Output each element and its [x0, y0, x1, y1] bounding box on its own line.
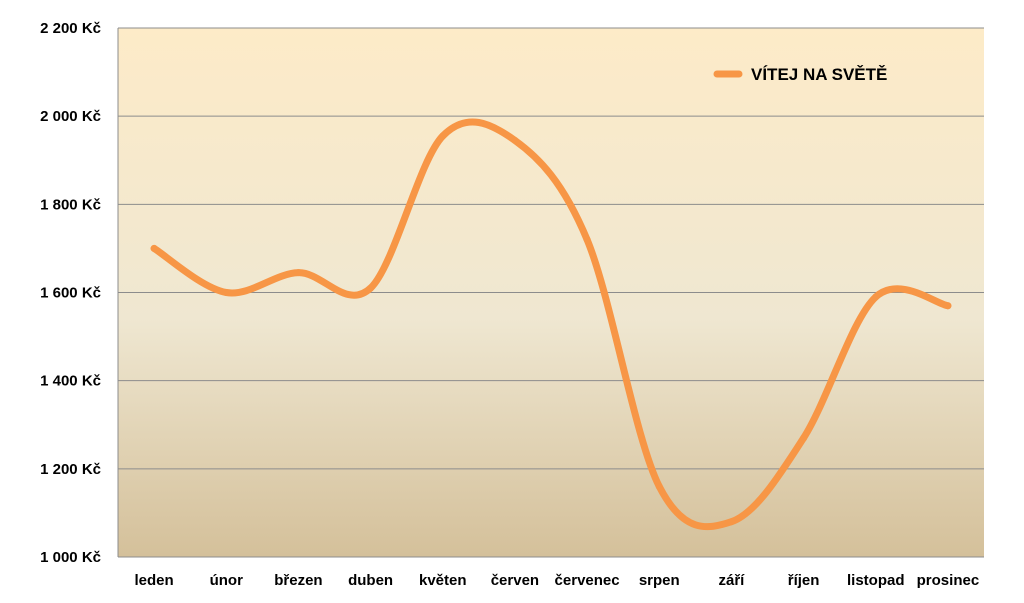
data-point	[294, 269, 302, 277]
x-axis-ticks: leden únor březen duben květen červen červenec…	[134, 572, 979, 589]
x-tick-label: říjen	[788, 572, 820, 589]
data-point	[367, 284, 375, 292]
y-tick-label: 1 800 Kč	[40, 196, 101, 213]
data-point	[150, 244, 158, 252]
data-point	[222, 289, 230, 296]
y-tick-label: 1 200 Kč	[40, 461, 101, 478]
data-point	[439, 132, 447, 140]
x-tick-label: červenec	[555, 572, 620, 589]
x-tick-label: leden	[134, 572, 173, 589]
legend: VÍTEJ NA SVĚTĚ	[713, 65, 887, 84]
legend-label: VÍTEJ NA SVĚTĚ	[751, 65, 887, 84]
x-tick-label: srpen	[639, 572, 680, 589]
gridlines	[117, 27, 984, 558]
data-point	[944, 302, 952, 310]
x-tick-label: březen	[274, 572, 322, 589]
y-tick-label: 2 200 Kč	[40, 20, 101, 37]
series-layer	[150, 118, 952, 531]
x-tick-label: červen	[491, 572, 539, 589]
data-point	[583, 236, 591, 244]
x-tick-label: únor	[210, 572, 243, 589]
y-axis-ticks: 1 000 Kč 1 200 Kč 1 400 Kč 1 600 Kč 1 800 Kč…	[40, 20, 101, 566]
data-point	[655, 482, 663, 490]
x-tick-label: listopad	[847, 572, 905, 589]
data-point	[800, 434, 808, 442]
x-tick-label: prosinec	[917, 572, 980, 589]
data-point	[511, 136, 519, 144]
y-tick-label: 1 400 Kč	[40, 373, 101, 390]
x-tick-label: květen	[419, 572, 467, 589]
data-point	[872, 293, 880, 301]
x-tick-label: září	[718, 572, 745, 589]
y-tick-label: 1 600 Kč	[40, 285, 101, 302]
x-tick-label: duben	[348, 572, 393, 589]
y-tick-label: 2 000 Kč	[40, 108, 101, 125]
data-point	[727, 518, 735, 526]
y-tick-label: 1 000 Kč	[40, 549, 101, 566]
